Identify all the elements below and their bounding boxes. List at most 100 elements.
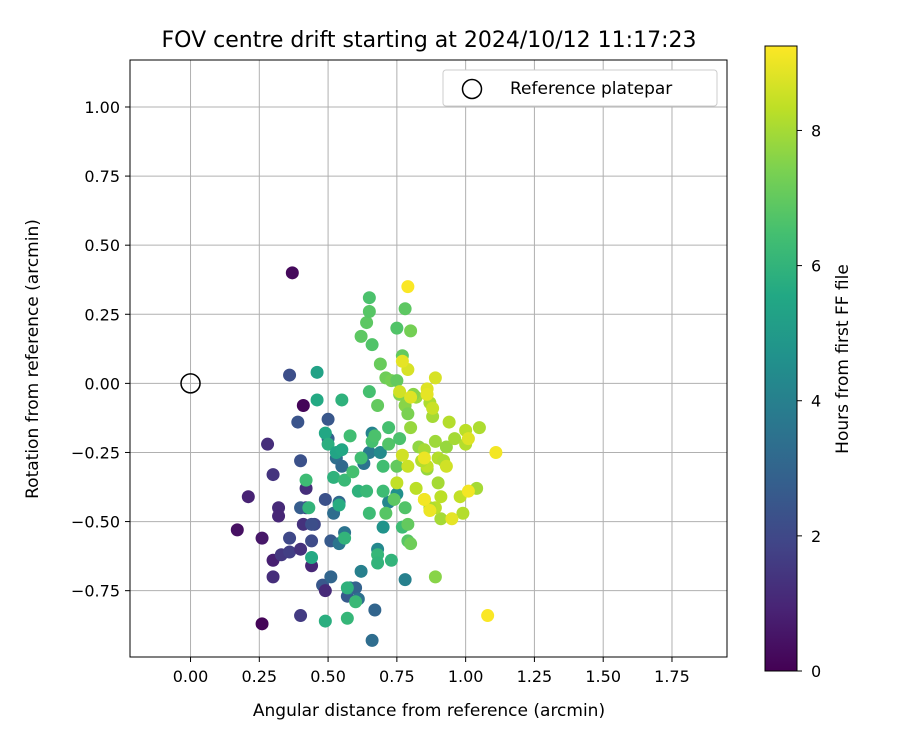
data-point: [401, 517, 415, 531]
data-point: [305, 534, 319, 548]
data-point: [390, 459, 404, 473]
data-point: [445, 512, 459, 526]
data-point: [404, 537, 418, 551]
data-point: [266, 570, 280, 584]
data-point: [296, 398, 310, 412]
data-point: [335, 443, 349, 457]
data-point: [294, 609, 308, 623]
data-point: [272, 509, 286, 523]
data-point: [285, 266, 299, 280]
data-point: [439, 440, 453, 454]
reference-marker: [180, 373, 201, 394]
data-point: [327, 470, 341, 484]
data-point: [401, 280, 415, 294]
data-point: [291, 415, 305, 429]
data-point: [472, 421, 486, 435]
x-axis-ticks: 0.00 0.25 0.50 0.75 1.00 1.25 1.50 1.75: [173, 657, 690, 686]
reference-platepar-point: [180, 373, 201, 394]
data-point: [340, 611, 354, 625]
data-point: [428, 570, 442, 584]
data-point: [379, 506, 393, 520]
data-point: [354, 329, 368, 343]
data-point: [346, 465, 360, 479]
data-point: [302, 501, 316, 515]
data-point: [349, 595, 363, 609]
y-axis-ticks: −0.75 −0.50 −0.25 0.00 0.25 0.50 0.75 1.00: [71, 98, 130, 601]
data-point: [294, 454, 308, 468]
data-point: [318, 492, 332, 506]
data-point: [321, 412, 335, 426]
data-point: [393, 385, 407, 399]
data-point: [420, 387, 434, 401]
data-point: [439, 459, 453, 473]
data-point: [332, 498, 346, 512]
colorbar-tick-label: 0: [811, 662, 821, 681]
data-point: [354, 564, 368, 578]
data-point: [340, 581, 354, 595]
data-point: [305, 551, 319, 564]
data-point: [404, 324, 418, 338]
y-tick-label: 0.75: [84, 167, 120, 186]
data-point: [417, 492, 431, 506]
data-point: [310, 365, 324, 379]
data-point: [442, 415, 456, 429]
data-point: [365, 338, 379, 352]
data-point: [401, 459, 415, 473]
data-point: [360, 316, 374, 330]
data-point: [401, 407, 415, 421]
colorbar-tick-label: 6: [811, 257, 821, 276]
data-point: [373, 445, 387, 459]
data-point: [362, 506, 376, 520]
data-point: [461, 484, 475, 498]
x-tick-label: 1.50: [585, 667, 621, 686]
data-point: [255, 617, 269, 631]
data-point: [434, 490, 448, 504]
data-point: [390, 321, 404, 335]
data-point: [318, 584, 332, 598]
data-point: [261, 437, 275, 451]
chart-title: FOV centre drift starting at 2024/10/12 …: [162, 28, 697, 53]
data-point: [390, 476, 404, 490]
data-point: [362, 291, 376, 305]
data-point: [294, 542, 308, 556]
data-point: [373, 357, 387, 371]
data-point: [384, 553, 398, 567]
data-point: [398, 501, 412, 515]
x-tick-label: 0.50: [310, 667, 346, 686]
legend-reference-label: Reference platepar: [510, 79, 672, 99]
y-tick-label: 0.00: [84, 374, 120, 393]
data-point: [393, 432, 407, 446]
y-tick-label: −0.50: [71, 513, 120, 532]
colorbar-tick-label: 2: [811, 527, 821, 546]
data-point: [362, 385, 376, 399]
data-point: [230, 523, 244, 537]
data-points: [230, 266, 503, 647]
x-tick-label: 1.00: [448, 667, 484, 686]
x-tick-label: 1.75: [654, 667, 690, 686]
plot-frame: [129, 59, 728, 658]
y-tick-label: 0.50: [84, 236, 120, 255]
data-point: [324, 570, 338, 584]
y-axis-label: Rotation from reference (arcmin): [23, 219, 43, 499]
y-tick-label: 1.00: [84, 98, 120, 117]
data-point: [354, 451, 368, 465]
data-point: [283, 545, 297, 559]
data-point: [417, 451, 431, 465]
data-point: [318, 614, 332, 628]
colorbar-label: Hours from first FF file: [833, 264, 853, 454]
data-point: [428, 434, 442, 448]
data-point: [461, 432, 475, 446]
data-point: [338, 473, 352, 487]
data-point: [448, 432, 462, 446]
data-point: [395, 448, 409, 462]
data-point: [434, 512, 448, 526]
data-point: [266, 468, 280, 482]
colorbar-tick-label: 4: [811, 392, 821, 411]
data-point: [310, 393, 324, 407]
data-point: [371, 556, 385, 570]
data-point: [299, 473, 313, 487]
data-point: [387, 492, 401, 506]
x-tick-label: 1.25: [517, 667, 553, 686]
data-point: [376, 484, 390, 498]
